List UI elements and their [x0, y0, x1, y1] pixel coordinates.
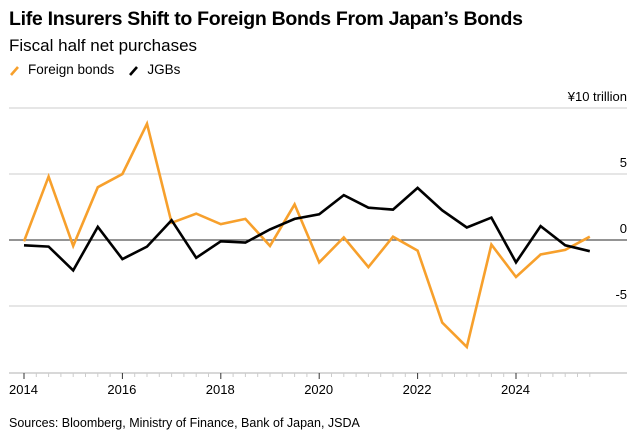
series-line-jgbs: [23, 186, 591, 273]
x-tick-label: 2014: [9, 382, 38, 397]
jgbs-swatch-icon: [129, 65, 139, 76]
y-tick-label: 5: [620, 155, 627, 170]
y-tick-label: 0: [620, 221, 627, 236]
x-tick-label: 2024: [501, 382, 530, 397]
chart-subtitle: Fiscal half net purchases: [9, 36, 198, 55]
gridlines: [9, 107, 627, 307]
x-tick-label: 2016: [107, 382, 136, 397]
legend-item-foreign-bonds: Foreign bonds: [9, 62, 114, 77]
source-note: Sources: Bloomberg, Ministry of Finance,…: [9, 416, 360, 430]
x-tick-label: 2018: [206, 382, 235, 397]
legend-label-jgbs: JGBs: [147, 62, 181, 77]
x-tick-label: 2022: [403, 382, 432, 397]
legend: Foreign bonds JGBs: [9, 62, 194, 77]
series-lines: [22, 120, 591, 350]
y-axis-unit-label: ¥10 trillion: [567, 89, 627, 104]
series-line-foreign-bonds: [22, 120, 591, 350]
y-tick-label: -5: [615, 287, 627, 302]
x-tick-label: 2020: [304, 382, 333, 397]
x-axis: 2014 2016 2018 2020 2022 2024: [9, 372, 627, 397]
legend-label-foreign-bonds: Foreign bonds: [28, 62, 115, 77]
chart-title: Life Insurers Shift to Foreign Bonds Fro…: [9, 8, 523, 30]
y-axis-labels: -5 0 5: [615, 155, 627, 302]
legend-item-jgbs: JGBs: [128, 62, 180, 77]
foreign-bonds-swatch-icon: [10, 65, 19, 76]
